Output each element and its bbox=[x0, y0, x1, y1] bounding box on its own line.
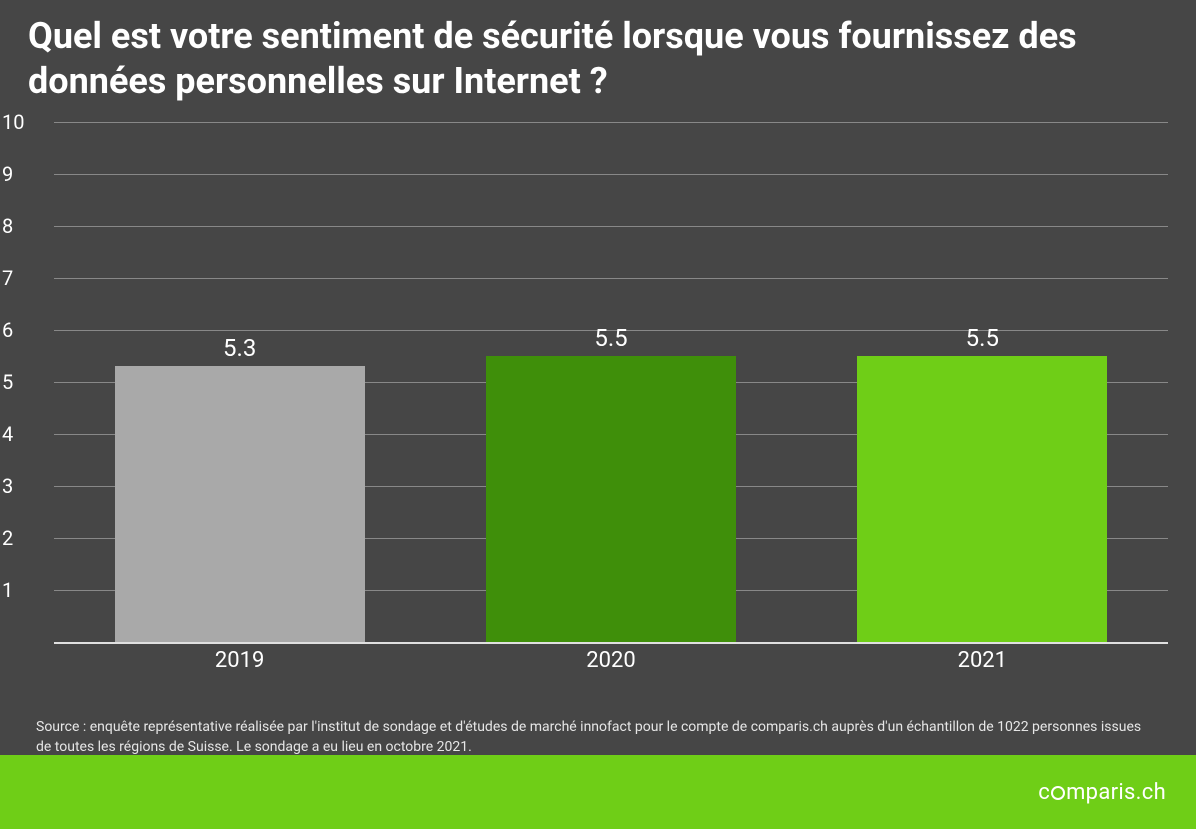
y-tick-label: 2 bbox=[2, 526, 13, 550]
y-tick-label: 10 bbox=[2, 110, 24, 134]
logo-ring-icon bbox=[1051, 786, 1065, 800]
bar-value-label: 5.3 bbox=[223, 334, 256, 362]
y-tick-label: 3 bbox=[2, 474, 13, 498]
bar bbox=[857, 356, 1107, 642]
y-tick-label: 7 bbox=[2, 266, 13, 290]
bar bbox=[115, 366, 365, 642]
bar-group: 5.3 bbox=[54, 334, 425, 642]
chart-area: 5.35.55.5 201920202021 12345678910 bbox=[28, 122, 1168, 667]
logo-prefix: c bbox=[1038, 780, 1050, 805]
bar bbox=[486, 356, 736, 642]
comparis-logo: c mparis.ch bbox=[1038, 780, 1166, 805]
x-axis-ticks: 201920202021 bbox=[54, 642, 1168, 673]
y-tick-label: 6 bbox=[2, 318, 13, 342]
logo-suffix: mparis.ch bbox=[1066, 780, 1166, 805]
y-tick-label: 1 bbox=[2, 578, 13, 602]
y-tick-label: 9 bbox=[2, 162, 13, 186]
y-tick-label: 8 bbox=[2, 214, 13, 238]
footer-bar: c mparis.ch bbox=[0, 755, 1196, 829]
y-tick-label: 5 bbox=[2, 370, 13, 394]
bar-group: 5.5 bbox=[797, 324, 1168, 642]
bars-container: 5.3 5.5 5.5 bbox=[54, 122, 1168, 642]
source-note: Source : enquête représentative réalisée… bbox=[28, 717, 1168, 758]
x-tick-label: 2021 bbox=[797, 642, 1168, 673]
x-tick-label: 2019 bbox=[54, 642, 425, 673]
bar-value-label: 5.5 bbox=[966, 324, 999, 352]
y-tick-label: 4 bbox=[2, 422, 13, 446]
chart-title: Quel est votre sentiment de sécurité lor… bbox=[28, 14, 1168, 104]
bar-group: 5.5 bbox=[425, 324, 796, 642]
x-tick-label: 2020 bbox=[425, 642, 796, 673]
bar-value-label: 5.5 bbox=[594, 324, 627, 352]
chart-panel: Quel est votre sentiment de sécurité lor… bbox=[0, 0, 1196, 755]
